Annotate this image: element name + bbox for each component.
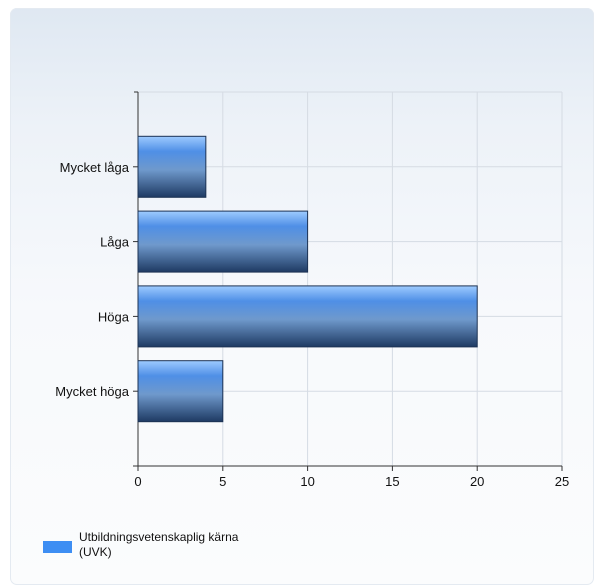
x-tick-label-3: 15	[385, 474, 399, 489]
bar-1	[137, 210, 309, 273]
legend-label-line2: (UVK)	[79, 545, 112, 559]
y-tick-label-0: Mycket låga	[60, 160, 130, 175]
x-tick-label-4: 20	[470, 474, 484, 489]
x-tick-label-5: 25	[555, 474, 569, 489]
x-tick-label-2: 10	[300, 474, 314, 489]
legend-label-line1: Utbildningsvetenskaplig kärna	[79, 530, 239, 544]
bar-3	[137, 360, 224, 423]
legend: Utbildningsvetenskaplig kärna (UVK)	[43, 530, 239, 559]
tick-labels: 0 5 10 15 20 25 Mycket låga Låga Höga Mycket höga	[55, 160, 569, 489]
x-tick-label-1: 5	[219, 474, 226, 489]
bars	[137, 135, 478, 423]
bar-0	[137, 135, 207, 198]
y-tick-label-2: Höga	[98, 309, 130, 324]
bar-2	[137, 285, 478, 348]
y-tick-label-1: Låga	[100, 235, 130, 250]
x-tick-label-0: 0	[134, 474, 141, 489]
y-tick-label-3: Mycket höga	[55, 384, 129, 399]
legend-swatch	[43, 541, 72, 553]
